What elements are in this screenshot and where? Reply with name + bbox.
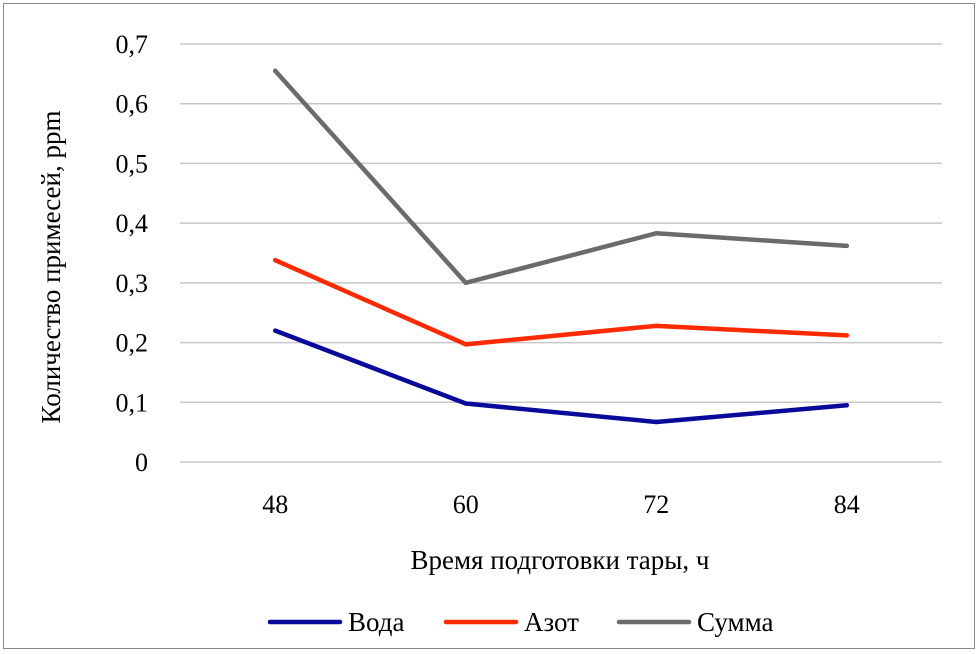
x-axis-ticks: 48 60 72 84: [262, 490, 860, 519]
data-point: [654, 231, 659, 236]
series-line-1: [273, 328, 849, 425]
chart-frame: [3, 3, 975, 649]
legend-label: Сумма: [697, 607, 773, 637]
data-point: [654, 323, 659, 329]
legend-label: Вода: [348, 607, 404, 637]
series-lines: [273, 68, 849, 425]
legend: Вода Азот Сумма: [267, 607, 773, 637]
series-line-2: [273, 257, 849, 347]
data-point: [844, 243, 849, 249]
x-axis-title: Время подготовки тары, ч: [410, 545, 709, 575]
data-point: [844, 333, 849, 338]
data-point: [844, 403, 849, 408]
x-tick-label: 48: [262, 490, 288, 519]
x-tick-label: 84: [834, 490, 860, 519]
y-tick-label: 0,1: [116, 388, 149, 417]
data-point: [463, 342, 468, 347]
y-tick-label: 0,6: [116, 90, 149, 119]
y-tick-label: 0: [135, 448, 148, 477]
series-line-3: [273, 68, 849, 286]
y-tick-label: 0,3: [116, 269, 149, 298]
legend-label: Азот: [524, 607, 579, 637]
y-axis-title: Количество примесей, ppm: [36, 111, 66, 424]
y-axis-ticks: 0 0,1 0,2 0,3 0,4 0,5 0,6 0,7: [116, 30, 149, 477]
x-tick-label: 72: [643, 490, 669, 519]
gridlines: [180, 43, 942, 463]
x-tick-label: 60: [453, 490, 479, 519]
data-point: [273, 68, 278, 74]
data-point: [463, 401, 468, 406]
y-tick-label: 0,4: [116, 209, 149, 238]
y-tick-label: 0,5: [116, 149, 149, 178]
data-point: [273, 328, 278, 333]
data-point: [273, 257, 278, 263]
data-point: [463, 280, 468, 286]
y-tick-label: 0,7: [116, 30, 149, 59]
data-point: [654, 419, 659, 425]
y-tick-label: 0,2: [116, 329, 149, 358]
